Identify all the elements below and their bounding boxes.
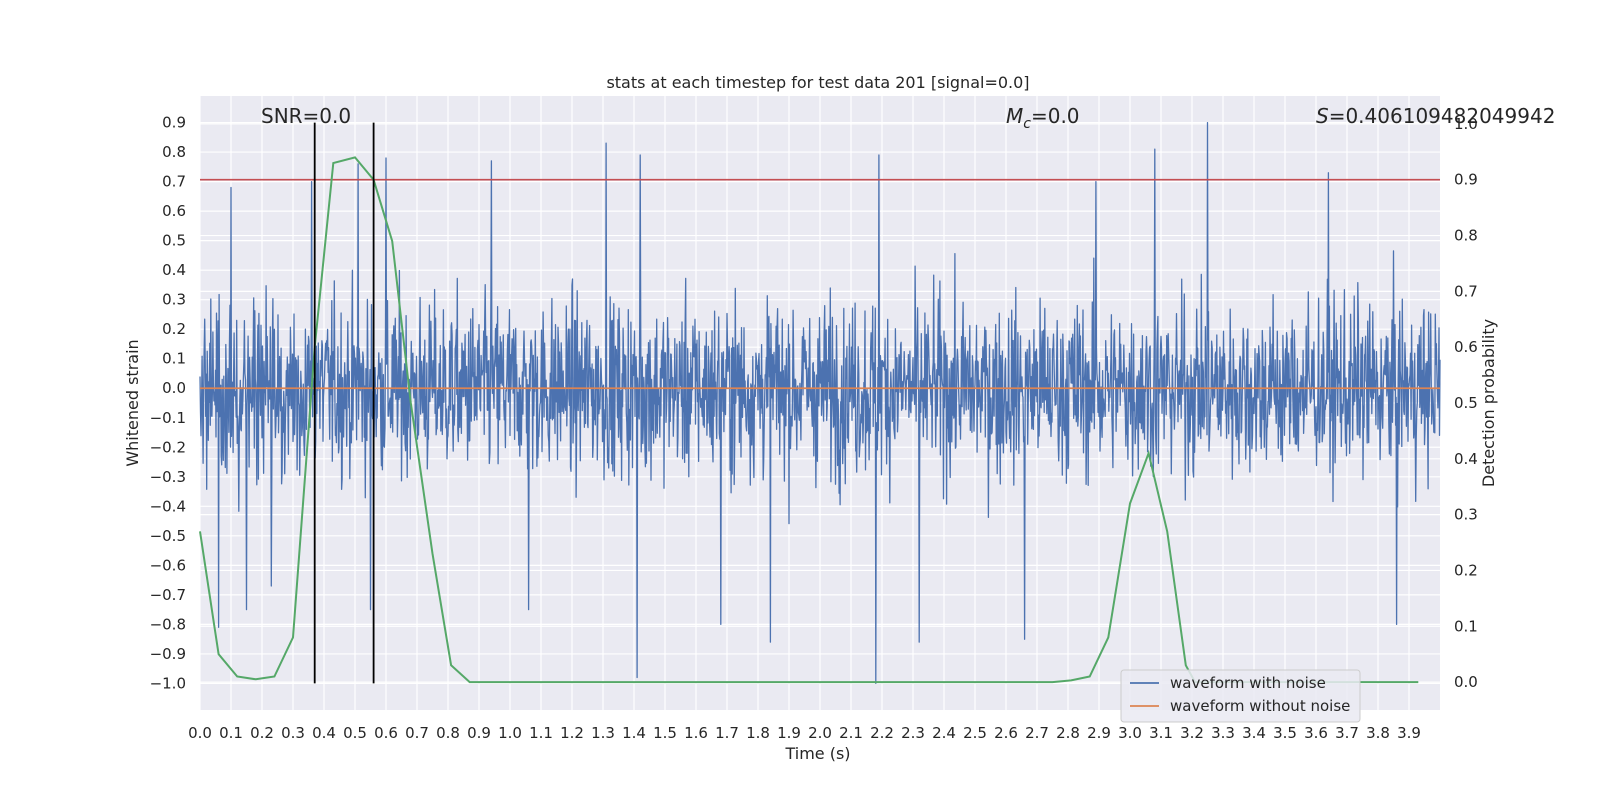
x-tick-label: 0.6 — [374, 724, 398, 742]
x-tick-label: 0.5 — [343, 724, 367, 742]
y-tick-label: 0.4 — [162, 261, 186, 279]
y-tick-label: 0.1 — [162, 350, 186, 368]
x-tick-label: 2.8 — [1056, 724, 1080, 742]
x-tick-label: 3.8 — [1366, 724, 1390, 742]
x-tick-label: 3.4 — [1242, 724, 1266, 742]
y-tick-label: −0.3 — [150, 468, 186, 486]
x-tick-labels: 0.0 0.1 0.2 0.3 0.4 0.5 0.6 0.7 0.8 0.9 1.0 1.1 1.2 1… — [188, 724, 1421, 742]
x-tick-label: 3.5 — [1273, 724, 1297, 742]
y2-tick-label: 0.2 — [1454, 561, 1478, 579]
y2-tick-label: 0.5 — [1454, 394, 1478, 412]
x-tick-label: 3.9 — [1397, 724, 1421, 742]
y-tick-label: −0.5 — [150, 527, 186, 545]
x-tick-label: 1.6 — [684, 724, 708, 742]
y-tick-label: −0.6 — [150, 556, 186, 574]
noise-waveform — [199, 121, 1441, 685]
legend: waveform with noise waveform without noi… — [1120, 669, 1361, 723]
x-tick-label: 2.6 — [994, 724, 1018, 742]
x-tick-label: 2.3 — [901, 724, 925, 742]
y-tick-label: 0.3 — [162, 291, 186, 309]
legend-label-clean: waveform without noise — [1170, 697, 1350, 715]
x-tick-label: 0.0 — [188, 724, 212, 742]
x-axis-label: Time (s) — [784, 744, 850, 763]
y2-tick-label: 0.0 — [1454, 673, 1478, 691]
x-tick-label: 0.8 — [436, 724, 460, 742]
x-tick-label: 3.0 — [1118, 724, 1142, 742]
x-tick-label: 3.3 — [1211, 724, 1235, 742]
y-tick-label: 0.7 — [162, 173, 186, 191]
snr-annotation: SNR=0.0 — [261, 104, 351, 128]
y2-tick-labels: 1.0 0.9 0.8 0.7 0.6 0.5 0.4 0.3 0.2 0.1 0.0 — [1454, 115, 1478, 691]
y2-tick-label: 0.6 — [1454, 338, 1478, 356]
x-tick-label: 1.5 — [653, 724, 677, 742]
x-tick-label: 1.3 — [591, 724, 615, 742]
x-tick-label: 0.2 — [250, 724, 274, 742]
y2-tick-label: 0.4 — [1454, 450, 1478, 468]
x-tick-label: 0.7 — [405, 724, 429, 742]
y-tick-label: −0.9 — [150, 645, 186, 663]
y-tick-label: −1.0 — [150, 674, 186, 692]
y-tick-label: −0.1 — [150, 409, 186, 427]
x-tick-label: 2.1 — [839, 724, 863, 742]
y-tick-label: −0.8 — [150, 615, 186, 633]
mc-subscript: c — [1023, 116, 1031, 132]
y-tick-label: 0.9 — [162, 114, 186, 132]
x-tick-label: 2.9 — [1087, 724, 1111, 742]
noise-waveform-line — [199, 121, 1441, 685]
y-tick-label: 0.8 — [162, 143, 186, 161]
y-tick-label: 0.5 — [162, 232, 186, 250]
x-tick-label: 1.4 — [622, 724, 646, 742]
mc-symbol: M — [1006, 104, 1023, 128]
y-tick-label: 0.2 — [162, 320, 186, 338]
mc-annotation: Mc=0.0 — [1006, 104, 1080, 132]
s-annotation: S=0.406109482049942 — [1316, 104, 1555, 128]
x-tick-label: 3.7 — [1335, 724, 1359, 742]
x-tick-label: 0.1 — [219, 724, 243, 742]
x-tick-label: 1.0 — [498, 724, 522, 742]
y-tick-label: −0.2 — [150, 438, 186, 456]
y-axis-label: Whitened strain — [123, 339, 142, 466]
detection-probability-line — [199, 156, 1419, 684]
s-value: =0.406109482049942 — [1329, 104, 1556, 128]
y2-tick-label: 0.8 — [1454, 227, 1478, 245]
legend-box — [1120, 669, 1361, 723]
y-tick-label: −0.4 — [150, 497, 186, 515]
mc-value: =0.0 — [1031, 104, 1080, 128]
x-tick-label: 0.9 — [467, 724, 491, 742]
legend-label-noise: waveform with noise — [1170, 674, 1326, 692]
x-tick-label: 1.2 — [560, 724, 584, 742]
y-tick-labels: 0.9 0.8 0.7 0.6 0.5 0.4 0.3 0.2 0.1 0.0 −0.1 −0.2 −0… — [150, 114, 186, 693]
s-symbol: S — [1316, 104, 1329, 128]
x-tick-label: 3.2 — [1180, 724, 1204, 742]
chart-title: stats at each timestep for test data 201… — [606, 73, 1029, 92]
y2-tick-label: 0.3 — [1454, 506, 1478, 524]
x-tick-label: 2.4 — [932, 724, 956, 742]
x-tick-label: 1.7 — [715, 724, 739, 742]
x-tick-label: 2.2 — [870, 724, 894, 742]
y2-tick-label: 0.7 — [1454, 282, 1478, 300]
x-tick-label: 0.4 — [312, 724, 336, 742]
x-tick-label: 2.5 — [963, 724, 987, 742]
x-tick-label: 3.6 — [1304, 724, 1328, 742]
series-lines — [199, 122, 1440, 684]
y2-axis-label: Detection probability — [1479, 319, 1498, 487]
y-tick-label: −0.7 — [150, 586, 186, 604]
x-tick-label: 3.1 — [1149, 724, 1173, 742]
y-tick-label: 0.6 — [162, 202, 186, 220]
x-tick-label: 2.0 — [808, 724, 832, 742]
x-tick-label: 1.1 — [529, 724, 553, 742]
x-tick-label: 2.7 — [1025, 724, 1049, 742]
x-tick-label: 1.8 — [746, 724, 770, 742]
y-tick-label: 0.0 — [162, 379, 186, 397]
y2-tick-label: 1.0 — [1454, 115, 1478, 133]
y2-tick-label: 0.9 — [1454, 171, 1478, 189]
y2-tick-label: 0.1 — [1454, 617, 1478, 635]
x-tick-label: 1.9 — [777, 724, 801, 742]
x-tick-label: 0.3 — [281, 724, 305, 742]
